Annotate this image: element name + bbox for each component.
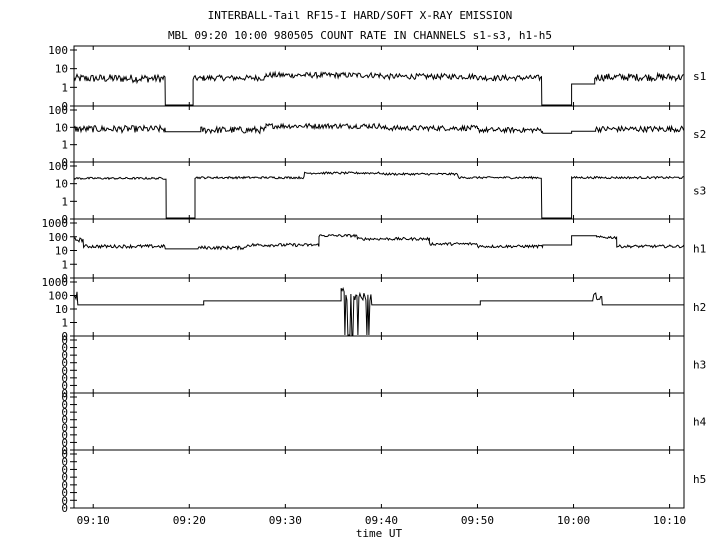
panel-h3-ytick-label: 0 — [61, 379, 68, 392]
panel-s3-ytick-label: 1 — [61, 195, 68, 208]
panel-h1-ytick-label: 0 — [61, 272, 68, 285]
panel-h5-name: h5 — [693, 473, 706, 486]
series-s1-line — [73, 70, 684, 106]
panel-s3-name: s3 — [693, 185, 706, 198]
panel-s2-frame — [73, 105, 685, 163]
series-s3-line — [73, 171, 684, 219]
x-tick-label: 10:00 — [557, 514, 590, 527]
panel-h3-ytick-label: 0 — [61, 387, 68, 400]
series-h1-line — [73, 233, 685, 251]
panel-h5-ytick-label: 0 — [61, 471, 68, 484]
panel-h1-ytick-label: 10 — [55, 245, 68, 258]
panel-h5-ytick-label: 0 — [61, 487, 68, 500]
panel-h3-ytick-label: 0 — [61, 349, 68, 362]
panel-h5-ytick-label: 0 — [61, 448, 68, 461]
panel-h4-ytick-label: 0 — [61, 429, 68, 442]
panel-h5-ytick-label: 0 — [61, 463, 68, 476]
panel-s3-frame — [73, 161, 685, 220]
x-tick-label: 09:20 — [173, 514, 206, 527]
panel-h1-name: h1 — [693, 243, 706, 256]
panel-h5-ytick-label: 0 — [61, 456, 68, 469]
panel-s2-ytick-label: 10 — [55, 121, 68, 134]
series-s2-line — [73, 122, 685, 135]
panel-h2-ytick-label: 10 — [55, 303, 68, 316]
panel-h2-ytick-label: 1000 — [42, 276, 69, 289]
panel-h2-frame — [73, 277, 685, 337]
series-h2-line — [73, 286, 684, 336]
panel-h5-frame — [73, 449, 685, 509]
panel-h4-ytick-label: 0 — [61, 406, 68, 419]
chart-subtitle: MBL 09:20 10:00 980505 COUNT RATE IN CHA… — [167, 29, 553, 42]
panel-h2-ytick-label: 1 — [61, 317, 68, 330]
panel-h3-ytick-label: 0 — [61, 364, 68, 377]
x-tick-label: 09:40 — [365, 514, 398, 527]
panel-h3-ytick-label: 0 — [61, 357, 68, 370]
panel-h1-ytick-label: 1000 — [42, 217, 69, 230]
x-tick-label: 09:30 — [269, 514, 302, 527]
panel-h2-ytick-label: 100 — [48, 290, 68, 303]
x-tick-label: 09:50 — [461, 514, 494, 527]
x-tick-label: 09:10 — [77, 514, 110, 527]
chart-title: INTERBALL-Tail RF15-I HARD/SOFT X-RAY EM… — [207, 9, 513, 22]
panel-h4-name: h4 — [693, 416, 707, 429]
panel-h4-ytick-label: 0 — [61, 414, 68, 427]
panel-s1-ytick-label: 100 — [48, 44, 68, 57]
panel-h1-ytick-label: 1 — [61, 258, 68, 271]
panel-h4-ytick-label: 0 — [61, 391, 68, 404]
panel-s3-ytick-label: 10 — [55, 178, 68, 191]
panel-s1-ytick-label: 10 — [55, 63, 68, 76]
panel-h4-ytick-label: 0 — [61, 421, 68, 434]
panel-h5-ytick-label: 0 — [61, 494, 68, 507]
panel-h4-ytick-label: 0 — [61, 444, 68, 457]
panel-s1-name: s1 — [693, 70, 706, 83]
panel-h5-ytick-label: 0 — [61, 479, 68, 492]
panel-h1-ytick-label: 100 — [48, 231, 68, 244]
x-axis-label: time UT — [356, 527, 403, 540]
panel-h4-ytick-label: 0 — [61, 436, 68, 449]
panel-s3-ytick-label: 0 — [61, 213, 68, 226]
panel-h4-frame — [73, 392, 685, 451]
panel-s2-ytick-label: 1 — [61, 139, 68, 152]
panel-h5-ytick-label: 0 — [61, 502, 68, 515]
panel-s3-ytick-label: 100 — [48, 160, 68, 173]
panel-s2-ytick-label: 0 — [61, 156, 68, 169]
panel-s1-ytick-label: 1 — [61, 81, 68, 94]
panel-h4-ytick-label: 0 — [61, 399, 68, 412]
panel-h3-ytick-label: 0 — [61, 342, 68, 355]
panel-h3-ytick-label: 0 — [61, 372, 68, 385]
panel-h3-ytick-label: 0 — [61, 334, 68, 347]
panel-h2-name: h2 — [693, 301, 706, 314]
x-tick-label: 10:10 — [653, 514, 686, 527]
panel-s1-ytick-label: 0 — [61, 100, 68, 113]
panel-h3-name: h3 — [693, 359, 706, 372]
panel-h3-frame — [73, 335, 685, 394]
panel-h2-ytick-label: 0 — [61, 330, 68, 343]
panel-s2-ytick-label: 100 — [48, 104, 68, 117]
panel-s2-name: s2 — [693, 128, 706, 141]
